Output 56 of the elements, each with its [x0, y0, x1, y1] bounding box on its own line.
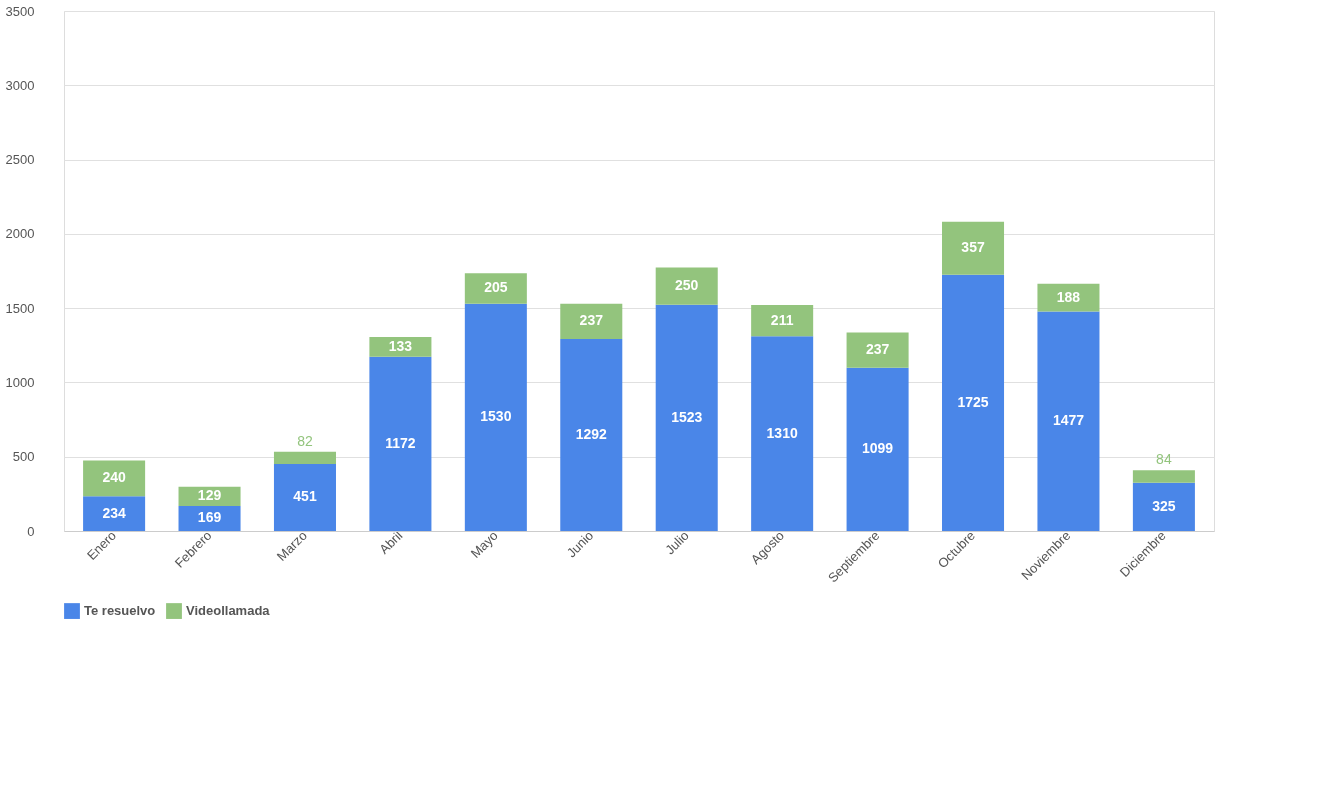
data-label: 237 [865, 341, 890, 358]
bar [273, 463, 336, 531]
data-label: 84 [1156, 451, 1172, 468]
bar [942, 274, 1005, 531]
data-label: 325 [1152, 497, 1176, 514]
bar [1037, 311, 1100, 531]
data-label: 133 [388, 337, 413, 354]
data-label: 205 [484, 279, 508, 296]
bar [369, 356, 432, 531]
data-label: 1172 [385, 434, 416, 451]
bar [1132, 470, 1195, 483]
y-tick-label: 3500 [5, 3, 35, 19]
data-label: 211 [770, 311, 794, 328]
bar [1132, 482, 1195, 531]
y-tick-label: 1000 [5, 374, 35, 390]
y-tick-label: 1500 [5, 300, 35, 316]
data-label: 1292 [575, 426, 608, 443]
y-tick-label: 3000 [5, 77, 35, 93]
bar [83, 496, 146, 531]
data-label: 451 [293, 488, 317, 505]
data-label: 1099 [862, 440, 894, 457]
bar [846, 332, 909, 368]
bar [464, 303, 527, 531]
data-label: 1725 [957, 393, 989, 410]
data-label: 1477 [1052, 412, 1085, 429]
y-tick-label: 500 [12, 449, 35, 465]
data-label: 129 [197, 487, 222, 504]
data-label: 357 [961, 239, 985, 256]
data-label: 1530 [480, 408, 512, 425]
bar [83, 460, 146, 497]
x-tick-label: Julio [662, 527, 692, 558]
bar [464, 273, 527, 304]
bar [751, 336, 814, 531]
bar [273, 451, 336, 464]
data-label: 1523 [671, 408, 703, 425]
bar [1037, 283, 1100, 312]
data-label: 1310 [766, 424, 798, 441]
legend-label: Te resuelvo [84, 603, 156, 619]
data-label: 234 [102, 504, 126, 521]
data-label: 169 [197, 509, 222, 526]
data-label: 237 [579, 312, 604, 329]
y-tick-label: 2000 [5, 226, 35, 242]
bar [655, 304, 718, 531]
y-tick-label: 0 [27, 523, 35, 539]
bar [560, 303, 623, 340]
data-label: 188 [1056, 288, 1081, 305]
bar [560, 339, 623, 531]
y-tick-label: 2500 [5, 152, 35, 168]
bar [655, 267, 718, 305]
bar [846, 367, 909, 531]
bar [751, 305, 814, 337]
data-label: 82 [297, 432, 313, 449]
data-label: 250 [675, 277, 699, 294]
data-label: 240 [102, 469, 126, 486]
legend-label: Videollamada [186, 603, 271, 619]
bar [942, 221, 1005, 275]
